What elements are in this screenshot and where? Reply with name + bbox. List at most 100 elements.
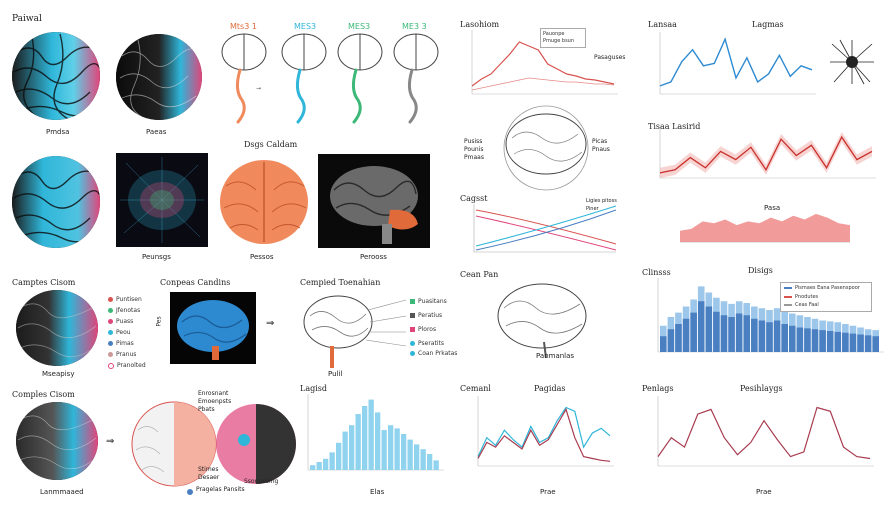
histogram-bar [433, 460, 439, 470]
col4-bar-title-2: Disigs [748, 266, 773, 275]
brain-outline-diagram [303, 295, 407, 368]
svg-text:→: → [256, 85, 261, 92]
line-chart-top [471, 30, 618, 95]
series-line [477, 407, 611, 462]
histogram-bar [407, 439, 413, 470]
legend-item: Coan Prkatas [410, 350, 457, 357]
brain-scan-texture [116, 34, 202, 120]
bottom-mid-caption: Pragelas Pansits [196, 486, 245, 493]
legend-box: Pauonpe Pmuge bsun [540, 28, 586, 48]
col4-wave-title-2: Pesihlaygs [740, 384, 783, 393]
brain-scan-texture [16, 290, 98, 366]
brain-scan-texture [12, 32, 100, 120]
histogram-bar [375, 412, 381, 470]
bar [720, 315, 728, 352]
col3-wave-xlabel: Prae [540, 488, 556, 496]
histogram-bar [310, 465, 316, 470]
wave-chart [477, 396, 614, 467]
legend-item: Pranus [108, 351, 136, 358]
orange-brain-image [216, 156, 312, 248]
line-chart-top-right [659, 32, 816, 95]
col3-brain2-title: Cean Pan [460, 270, 499, 279]
legend-item: Peratius [410, 312, 442, 319]
histogram-bar [401, 434, 407, 470]
bar [842, 332, 849, 352]
legend-item: Ligies pitoss [586, 198, 617, 204]
bar [849, 333, 857, 352]
bar [804, 328, 811, 352]
bottom-left-caption: Lanmmaaed [40, 488, 84, 496]
axis-ticks-vertical: Pes [155, 316, 163, 327]
bar [751, 318, 758, 352]
col3-wave-title: Cemanl [460, 384, 491, 393]
line-chart-mid-right [659, 128, 876, 179]
histogram-bar [329, 452, 335, 470]
dark-brain-image [318, 154, 430, 248]
bar [773, 320, 781, 352]
brain-outline-diagram [497, 283, 587, 359]
legend-item: Pnodutes [784, 294, 818, 300]
histogram-chart [307, 394, 444, 471]
series-line [471, 41, 615, 87]
histogram-bar [362, 406, 368, 470]
histogram-bar [388, 425, 394, 470]
histogram-bar [427, 454, 433, 470]
histogram-bar [349, 425, 355, 470]
image-caption-orange: Pessos [250, 253, 274, 261]
legend-item: Pismaes Eana Pasenspoor [784, 285, 860, 291]
col3-brain2-caption: Panmanlas [536, 352, 575, 360]
brain-tag: Mts3 1 [230, 22, 257, 31]
bar [713, 311, 720, 352]
histogram-bar [394, 428, 400, 470]
histogram-bar [368, 399, 374, 470]
col4-mid-xlabel: Pasa [764, 204, 781, 212]
network-texture [120, 157, 204, 243]
series-line [659, 135, 873, 174]
series-line [477, 406, 611, 457]
col3-brain-right: Pnaus [592, 146, 610, 153]
panel-title-topleft: Paiwal [12, 14, 42, 24]
orange-brain-illustration [220, 160, 308, 244]
bar [697, 301, 705, 352]
brain-tag: MES3 [348, 22, 371, 31]
blue-brain-image [170, 292, 256, 364]
bar [743, 315, 751, 352]
split-brain-diagram [131, 401, 296, 495]
bar [690, 312, 697, 352]
col4-wave-xlabel: Prae [756, 488, 772, 496]
bar [788, 325, 796, 352]
dark-brain-illustration [330, 166, 418, 244]
legend-box: Pismaes Eana Pasenspoor Pnodutes Ceas Fa… [780, 282, 872, 312]
row3-right-caption: Pulil [328, 370, 343, 378]
legend-item: Pranolted [108, 362, 146, 369]
histogram-bar [381, 430, 387, 470]
col4-top-title-2: Lagmas [752, 20, 784, 29]
bar [667, 329, 675, 352]
network-image [116, 153, 208, 247]
arrow-icon: ⇒ [106, 436, 115, 447]
legend-item: Pauonpe [543, 31, 565, 37]
col3-top-note: Pasaguses [594, 54, 626, 61]
bar [857, 334, 864, 352]
histogram-bar [336, 442, 342, 470]
arrow-icon: ⇒ [266, 318, 275, 329]
brain-scan-disc-1 [12, 32, 100, 120]
bar [834, 331, 842, 352]
bar [735, 313, 743, 352]
legend-item: Peou [108, 329, 131, 336]
bar [660, 336, 667, 352]
disc-caption-2: Paeas [146, 128, 167, 136]
area-fill [680, 213, 850, 242]
image-caption-dark: Perooss [360, 253, 387, 261]
brain-scan-disc-2 [116, 34, 202, 120]
bar [872, 336, 879, 352]
bottom-mid-note: Desaer [198, 474, 220, 481]
bottom-mid-note: Enrosnant [198, 390, 229, 397]
col3-brain-note: Pounis [464, 146, 484, 153]
brain-circle-diagram [503, 105, 589, 191]
col4-mid-title: Tisaa Lasirid [648, 122, 701, 131]
bottom-mid-note: Emoenpsts [198, 398, 232, 405]
brain-scan-texture [16, 402, 98, 480]
col4-wave-title: Penlags [642, 384, 674, 393]
bar [864, 335, 872, 352]
